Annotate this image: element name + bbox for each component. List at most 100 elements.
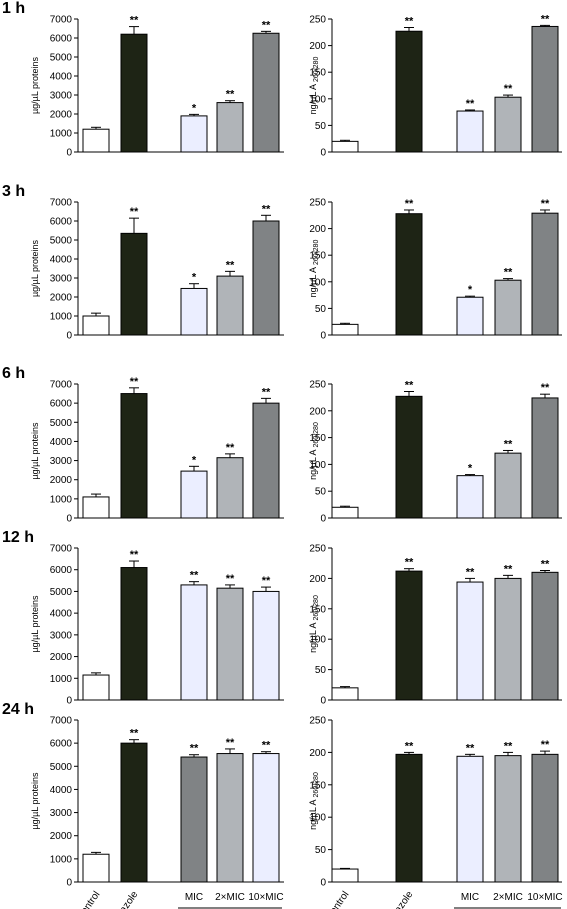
significance-label: ** [405,557,414,569]
bar [252,590,280,701]
bar [531,25,559,153]
y-axis-label-subscript: 260/280 [313,240,320,265]
y-tick-label: 50 [315,845,327,856]
x-category-label: 10×MIC [527,892,562,903]
y-tick-label: 100 [309,277,326,288]
bar [456,755,484,883]
y-axis-label: ng/µL A 260/280 [308,240,320,298]
y-tick-label: 0 [320,148,326,159]
bar [120,33,148,153]
y-tick-label: 0 [320,696,326,707]
y-tick-label: 2000 [50,110,73,121]
time-label: 3 h [2,183,25,200]
y-axis-label-subscript: 260/280 [313,57,320,82]
y-tick-label: 0 [320,331,326,342]
protein-panel: 0 1000 2000 3000 4000 5000 6000 7000 µg/µL prote… [2,365,284,525]
significance-label: ** [226,259,235,271]
bar [120,232,148,336]
y-tick-label: 4000 [50,785,73,796]
bar [252,220,280,336]
significance-label: ** [226,89,235,101]
y-tick-label: 6000 [50,34,73,45]
significance-label: ** [405,16,414,28]
time-label: 24 h [2,701,34,718]
y-tick-label: 7000 [50,716,73,727]
y-tick-label: 150 [309,251,326,262]
significance-label: ** [504,438,513,450]
significance-label: * [192,102,197,114]
bar [494,452,522,519]
significance-label: ** [130,549,139,561]
bar [120,567,148,701]
y-tick-label: 6000 [50,217,73,228]
nucleic-acid-panel: 0 50 100 150 200 250 ng/µL A 260/280 ** ** ** ** [308,13,562,159]
y-tick-label: 0 [320,878,326,889]
y-tick-label: 250 [309,198,326,209]
y-tick-label: 3000 [50,91,73,102]
protein-panel: 0 1000 2000 3000 4000 5000 6000 7000 µg/µL prote… [2,701,284,889]
y-tick-label: 150 [309,780,326,791]
y-axis-label: µg/µL proteins [30,239,40,297]
bar [82,674,110,701]
x-category-label: 2×MIC [215,892,245,903]
bar [494,577,522,701]
bar [494,755,522,883]
y-axis-label: µg/µL proteins [30,56,40,114]
y-tick-label: 7000 [50,15,73,26]
x-category-label: Voriconazole [99,889,141,909]
significance-label: ** [466,98,475,110]
y-axis-label-main: ng/µL A [308,265,318,297]
y-tick-label: 5000 [50,762,73,773]
bar [252,32,280,153]
bar [180,756,208,883]
y-axis-label: µg/µL proteins [30,595,40,653]
significance-label: ** [190,743,199,755]
significance-label: ** [262,575,271,587]
y-tick-label: 50 [315,121,327,132]
bar [494,279,522,336]
y-tick-label: 250 [309,716,326,727]
bar [252,753,280,883]
y-tick-label: 6000 [50,739,73,750]
significance-label: ** [405,380,414,392]
bar [331,140,359,153]
y-tick-label: 5000 [50,587,73,598]
y-tick-label: 0 [320,514,326,525]
y-tick-label: 200 [309,574,326,585]
significance-label: ** [262,740,271,752]
y-tick-label: 2000 [50,475,73,486]
y-tick-label: 50 [315,665,327,676]
protein-panel: 0 1000 2000 3000 4000 5000 6000 7000 µg/µL prote… [2,529,284,707]
y-tick-label: 6000 [50,399,73,410]
y-tick-label: 5000 [50,53,73,64]
significance-label: * [192,272,197,284]
y-axis-label-main: ng/µL A [308,797,318,829]
y-tick-label: 100 [309,460,326,471]
significance-label: ** [504,267,513,279]
significance-label: ** [262,386,271,398]
y-axis-label: ng/µL A 260/280 [308,772,320,830]
y-tick-label: 150 [309,68,326,79]
significance-label: ** [504,563,513,575]
y-axis-label-subscript: 260/280 [313,595,320,620]
bar [456,581,484,701]
y-axis-label: µg/µL proteins [30,422,40,480]
significance-label: ** [405,740,414,752]
y-axis-label: ng/µL A 260/280 [308,57,320,115]
y-tick-label: 50 [315,304,327,315]
y-tick-label: 1000 [50,129,73,140]
bar [494,96,522,153]
significance-label: * [468,284,473,296]
nucleic-acid-panel: 0 50 100 150 200 250 ng/µL A 260/280 ** ** ** ** [308,716,562,889]
x-category-label: 10×MIC [248,892,283,903]
significance-label: ** [504,83,513,95]
y-axis-label-subscript: 260/280 [313,422,320,447]
y-tick-label: 1000 [50,854,73,865]
bar [531,753,559,883]
right-x-labels: ControlVoriconazoleMIC2×MIC10×MICBerberi… [324,889,563,909]
y-tick-label: 150 [309,604,326,615]
bar [531,571,559,701]
significance-label: ** [541,382,550,394]
bar [216,457,244,519]
x-category-label: MIC [185,892,203,903]
